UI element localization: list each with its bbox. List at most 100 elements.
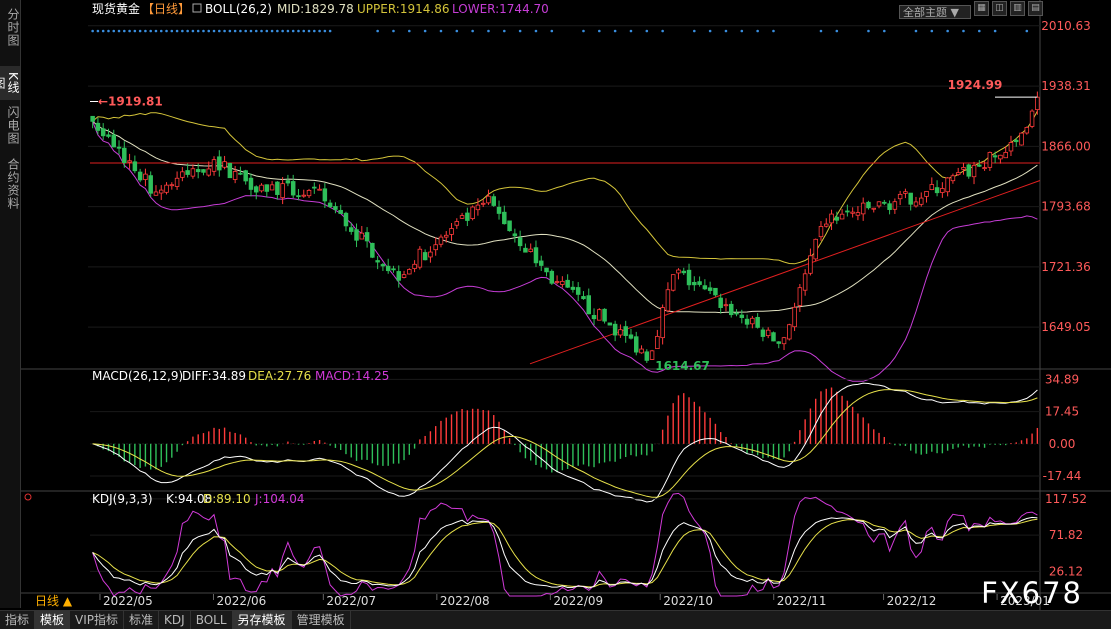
instrument-title: 现货黄金 bbox=[92, 1, 140, 16]
candle-body bbox=[422, 252, 428, 261]
signal-dot bbox=[112, 29, 116, 33]
candle-body bbox=[871, 207, 876, 210]
kdj-axis-tick: 26.12 bbox=[1049, 564, 1083, 578]
tab-kdj[interactable]: KDJ bbox=[159, 611, 191, 629]
candle-body bbox=[565, 279, 570, 288]
candle-body bbox=[528, 248, 533, 252]
kdj-k-value: K:94.08 bbox=[166, 492, 212, 506]
candle-body bbox=[945, 177, 950, 193]
boll-params: BOLL(26,2) bbox=[205, 2, 272, 16]
candle-body bbox=[839, 213, 845, 220]
signal-dot bbox=[202, 29, 205, 33]
candle-body bbox=[913, 201, 919, 207]
candle-body bbox=[660, 307, 665, 339]
candle-body bbox=[702, 285, 708, 290]
x-axis-tick: 2022/12 bbox=[887, 594, 937, 608]
candle-body bbox=[607, 322, 613, 326]
signal-dot bbox=[281, 29, 284, 33]
candle-body bbox=[961, 167, 966, 170]
candle-body bbox=[560, 280, 565, 285]
signal-dot bbox=[819, 29, 823, 33]
kdj-settings-icon bbox=[24, 493, 32, 501]
kdj-j-value: J:104.04 bbox=[254, 492, 305, 506]
kdj-axis-tick: 71.82 bbox=[1049, 528, 1083, 542]
x-axis-tick: 2022/10 bbox=[663, 594, 713, 608]
candle-body bbox=[206, 168, 211, 176]
grid-icon[interactable]: ▦ bbox=[974, 1, 989, 16]
chart-icon[interactable]: ▥ bbox=[1010, 1, 1025, 16]
candle-body bbox=[428, 251, 433, 258]
signal-dot bbox=[867, 29, 870, 33]
candle-body bbox=[269, 184, 275, 191]
candle-body bbox=[127, 160, 132, 163]
signal-dot bbox=[117, 29, 121, 33]
signal-dot bbox=[439, 29, 443, 33]
candle-body bbox=[903, 191, 908, 194]
signal-dot bbox=[107, 29, 110, 33]
candle-body bbox=[322, 188, 328, 202]
signal-dot bbox=[423, 29, 427, 33]
kdj-axis-tick: 117.52 bbox=[1045, 492, 1087, 506]
candle-body bbox=[396, 271, 401, 281]
candle-body bbox=[359, 232, 365, 240]
boll-mid-value: MID:1829.78 bbox=[277, 2, 354, 16]
tab-manage-template[interactable]: 管理模板 bbox=[292, 611, 351, 629]
candle-body bbox=[1024, 127, 1030, 134]
candle-body bbox=[264, 184, 270, 192]
tab-save-template[interactable]: 另存模板 bbox=[232, 611, 292, 629]
sidebar-tab-contract-info[interactable]: 合约资料 bbox=[6, 158, 20, 210]
signal-dot bbox=[181, 29, 184, 33]
main-axis-tick: 1866.00 bbox=[1041, 139, 1091, 153]
left-sidebar: 分时图 K线图 闪电图 合约资料 bbox=[0, 0, 21, 608]
candle-body bbox=[824, 223, 829, 227]
candle-body bbox=[955, 172, 961, 175]
tab-standard[interactable]: 标准 bbox=[124, 611, 160, 629]
candle-body bbox=[929, 184, 935, 191]
signal-dot bbox=[302, 29, 306, 33]
candle-body bbox=[649, 350, 655, 360]
candle-body bbox=[180, 171, 185, 178]
period-label: 【日线】 bbox=[142, 2, 190, 16]
layout-icon[interactable]: ◫ bbox=[992, 1, 1007, 16]
tab-indicator[interactable]: 指标 bbox=[0, 611, 36, 629]
candle-body bbox=[781, 337, 787, 345]
candle-body bbox=[1029, 110, 1035, 127]
candle-body bbox=[554, 281, 560, 283]
candle-body bbox=[211, 159, 217, 172]
signal-dot bbox=[149, 29, 152, 33]
boll-mid-line bbox=[92, 120, 1038, 314]
candle-body bbox=[364, 232, 370, 242]
signal-dot bbox=[260, 29, 263, 33]
main-axis-tick: 1721.36 bbox=[1041, 260, 1091, 274]
macd-diff-value: DIFF:34.89 bbox=[182, 369, 246, 383]
signal-dot bbox=[307, 29, 311, 33]
candle-body bbox=[866, 201, 871, 209]
chart-canvas[interactable]: 2010.63 1938.31 1866.00 1793.68 1721.36 1649.… bbox=[0, 0, 1111, 610]
theme-select[interactable]: 全部主题 ▼ bbox=[899, 5, 971, 19]
candle-body bbox=[834, 216, 840, 221]
macd-hist-value: MACD:14.25 bbox=[315, 369, 389, 383]
candle-body bbox=[755, 316, 760, 328]
sidebar-tab-flash[interactable]: 闪电图 bbox=[6, 105, 20, 145]
main-axis-tick: 1649.05 bbox=[1041, 320, 1091, 334]
tab-boll[interactable]: BOLL bbox=[191, 611, 233, 629]
candle-body bbox=[729, 303, 734, 316]
candle-body bbox=[338, 209, 343, 214]
tab-vip-indicator[interactable]: VIP指标 bbox=[70, 611, 125, 629]
more-icon[interactable]: ▤ bbox=[1028, 1, 1043, 16]
x-axis-tick: 2022/07 bbox=[326, 594, 376, 608]
theme-select-value: 全部主题 bbox=[903, 6, 947, 19]
macd-dea-value: DEA:27.76 bbox=[248, 369, 311, 383]
period-selector[interactable]: 日线 ▲ bbox=[35, 594, 73, 608]
candle-body bbox=[549, 270, 555, 284]
candle-body bbox=[612, 323, 618, 336]
candle-body bbox=[169, 184, 175, 187]
main-axis-tick: 1793.68 bbox=[1041, 200, 1091, 214]
sidebar-tab-kline[interactable]: K线图 bbox=[0, 66, 20, 100]
sidebar-tab-timeshare[interactable]: 分时图 bbox=[6, 7, 20, 47]
tab-template[interactable]: 模板 bbox=[35, 611, 71, 629]
candle-body bbox=[116, 146, 122, 149]
signal-dot bbox=[772, 29, 775, 33]
macd-dea-line bbox=[92, 389, 1038, 498]
signal-dot bbox=[946, 29, 949, 33]
